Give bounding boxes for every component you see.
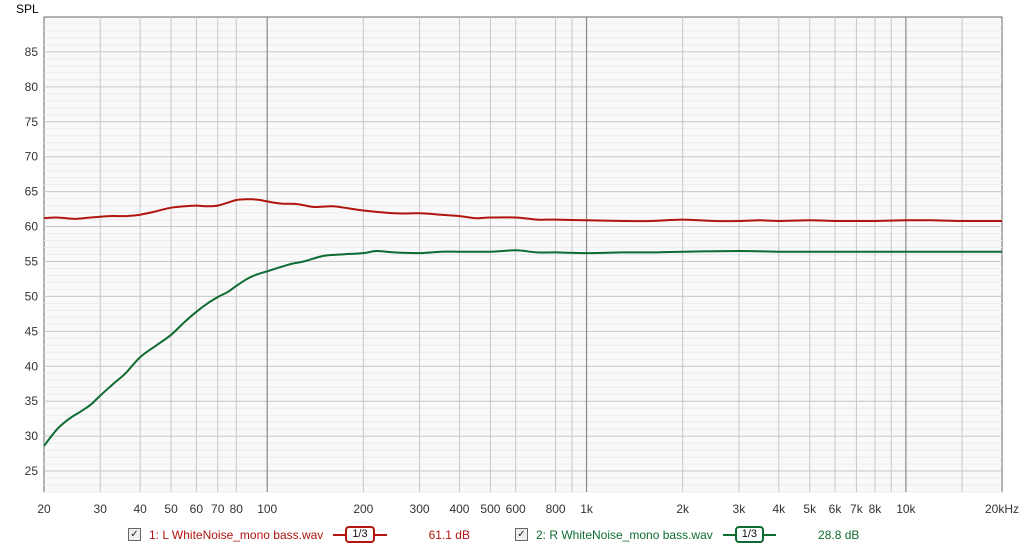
x-tick-label: 40 (133, 502, 147, 516)
x-tick-label: 2k (676, 502, 690, 516)
x-tick-label: 7k (850, 502, 864, 516)
series-2-line-right (764, 533, 777, 536)
series-1-line-right (374, 533, 387, 536)
y-tick-label: 55 (25, 254, 39, 268)
y-tick-label: 85 (25, 45, 39, 59)
series-2-value: 28.8 dB (818, 527, 860, 542)
series-2-smoothing[interactable]: 1/3 (722, 526, 777, 543)
x-tick-label: 60 (190, 502, 204, 516)
x-tick-label: 500 (480, 502, 500, 516)
x-tick-label: 10k (896, 502, 916, 516)
x-tick-label: 6k (829, 502, 843, 516)
x-tick-label: 300 (410, 502, 430, 516)
x-tick-label: 30 (94, 502, 108, 516)
series-1-checkbox[interactable]: ✓ (128, 528, 141, 541)
legend-item-2[interactable]: ✓ 2: R WhiteNoise_mono bass.wav 1/3 28.8… (515, 526, 859, 543)
x-tick-label: 400 (449, 502, 469, 516)
x-tick-label: 70 (211, 502, 225, 516)
y-tick-label: 45 (25, 324, 39, 338)
spl-chart: SPL 20 30 40 50 60 70 80 100 200 300 400 500 600 800 1… (16, 2, 1019, 516)
y-tick-label: 25 (25, 464, 39, 478)
y-tick-label: 50 (25, 289, 39, 303)
series-1-label: 1: L WhiteNoise_mono bass.wav (149, 527, 324, 542)
y-tick-label: 80 (25, 80, 39, 94)
x-tick-label: 100 (257, 502, 277, 516)
series-2-checkbox[interactable]: ✓ (515, 528, 528, 541)
x-tick-label: 5k (803, 502, 817, 516)
series-1-smoothing-badge[interactable]: 1/3 (345, 526, 375, 543)
x-tick-label: 20 (37, 502, 51, 516)
x-tick-label: 200 (353, 502, 373, 516)
y-axis-label: SPL (16, 2, 39, 16)
series-1-line (43, 198, 1003, 223)
legend: ✓ 1: L WhiteNoise_mono bass.wav 1/3 61.1… (0, 522, 1024, 546)
x-tick-label: 50 (164, 502, 178, 516)
y-tick-label: 70 (25, 150, 39, 164)
series-lines (43, 198, 1003, 447)
y-tick-label: 40 (25, 359, 39, 373)
x-tick-label: 800 (546, 502, 566, 516)
x-tick-label: 600 (506, 502, 526, 516)
legend-item-1[interactable]: ✓ 1: L WhiteNoise_mono bass.wav 1/3 61.1… (128, 526, 470, 543)
x-tick-label: 1k (580, 502, 594, 516)
y-tick-label: 35 (25, 394, 39, 408)
series-2-line-left (722, 533, 735, 536)
x-tick-label: 20kHz (985, 502, 1019, 516)
series-2-line (43, 249, 1002, 447)
y-tick-labels: 25 30 35 40 45 50 55 60 65 70 75 80 85 (25, 45, 39, 478)
x-tick-labels: 20 30 40 50 60 70 80 100 200 300 400 500 600 800 1k 2k 3… (37, 502, 1019, 516)
x-tick-label: 8k (869, 502, 883, 516)
series-1-value: 61.1 dB (428, 527, 470, 542)
series-1-smoothing[interactable]: 1/3 (333, 526, 387, 543)
x-tick-label: 80 (230, 502, 244, 516)
series-2-smoothing-badge[interactable]: 1/3 (734, 526, 765, 543)
y-tick-label: 30 (25, 429, 39, 443)
y-tick-label: 75 (25, 115, 39, 129)
series-1-line-left (333, 533, 346, 536)
x-tick-label: 3k (733, 502, 747, 516)
x-tick-label: 4k (772, 502, 786, 516)
grid (44, 17, 1002, 493)
y-tick-label: 65 (25, 185, 39, 199)
y-tick-label: 60 (25, 220, 39, 234)
series-2-label: 2: R WhiteNoise_mono bass.wav (536, 527, 713, 542)
